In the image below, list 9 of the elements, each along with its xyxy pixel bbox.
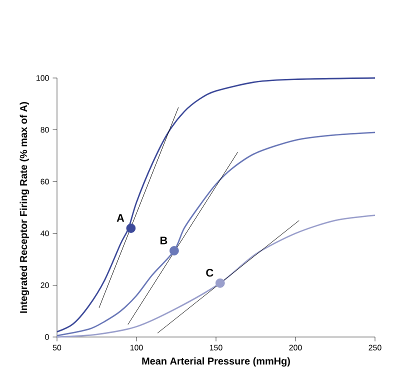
- line-series: [56, 77, 376, 333]
- y-axis-title: Integrated Receptor Firing Rate (% max of A): [20, 102, 30, 313]
- annotation: B: [160, 236, 168, 244]
- point: [126, 224, 136, 233]
- annotation: A: [116, 214, 124, 222]
- point: [170, 246, 179, 256]
- point: [215, 278, 225, 288]
- annotation: C: [206, 268, 214, 277]
- x-axis-title: Mean Arterial Pressure (mmHg): [142, 357, 290, 367]
